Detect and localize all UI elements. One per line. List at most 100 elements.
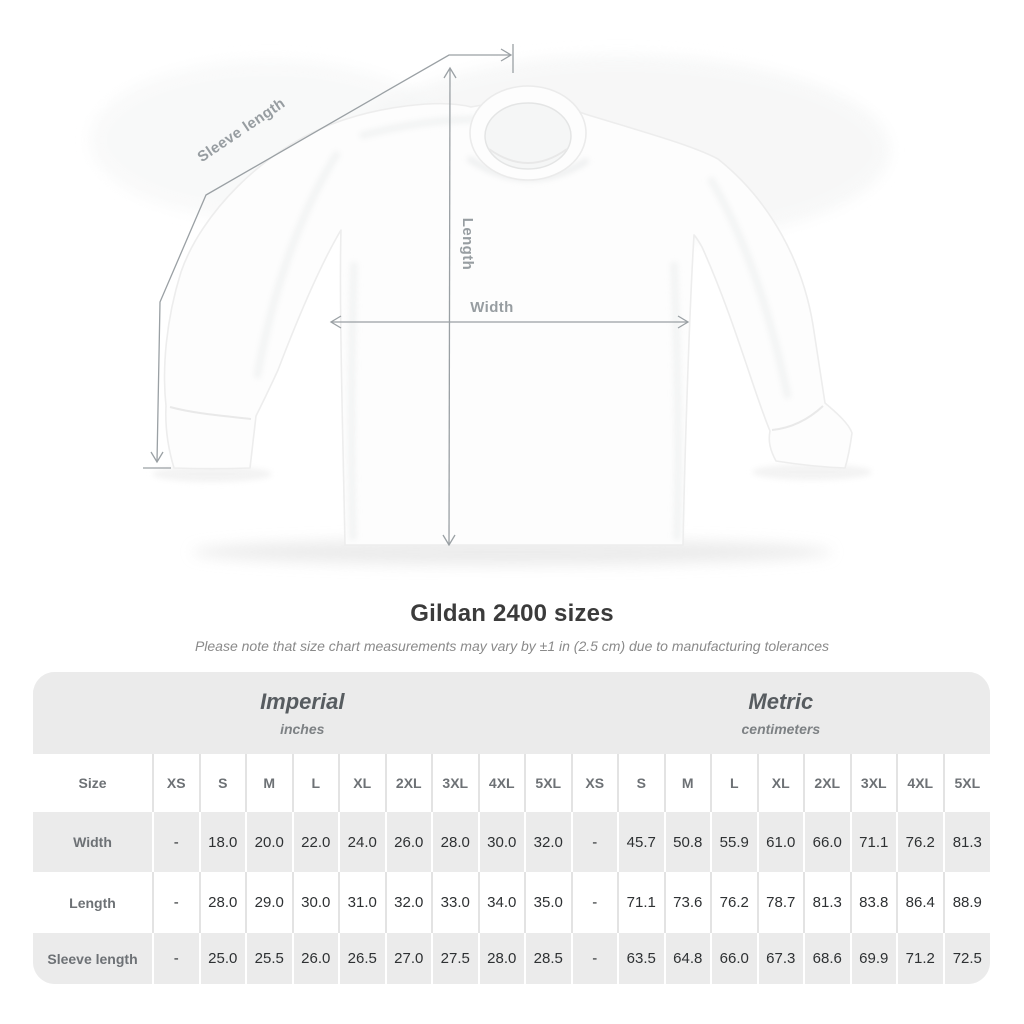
cuff-seams [169, 405, 824, 431]
size-cell: 4XL [477, 754, 525, 812]
size-cell: XS [152, 754, 200, 812]
value-cell: 27.5 [431, 933, 479, 984]
value-cell: 28.0 [198, 872, 246, 933]
value-cell: 32.0 [524, 812, 572, 872]
value-cell: 66.0 [710, 933, 758, 984]
length-arrow [442, 66, 457, 547]
width-arrow [329, 315, 690, 329]
size-cell: L [291, 754, 339, 812]
value-cell: 31.0 [338, 872, 386, 933]
table-row-width: Width - 18.0 20.0 22.0 24.0 26.0 28.0 30… [33, 812, 990, 872]
size-cell: 4XL [896, 754, 944, 812]
value-cell: - [152, 872, 200, 933]
metric-sublabel: centimeters [741, 721, 821, 737]
size-table: Imperial inches Metric centimeters Size … [33, 672, 990, 984]
value-cell: 34.0 [477, 872, 525, 933]
length-dimension-label: Length [459, 218, 476, 270]
value-cell: 24.0 [338, 812, 386, 872]
size-cell: 5XL [942, 754, 990, 812]
value-cell: 28.5 [524, 933, 572, 984]
size-cell: 2XL [803, 754, 851, 812]
title-block: Gildan 2400 sizes Please note that size … [0, 600, 1024, 654]
imperial-sublabel: inches [280, 721, 325, 737]
value-cell: 61.0 [756, 812, 804, 872]
value-cell: 29.0 [245, 872, 293, 933]
value-cell: 26.5 [338, 933, 386, 984]
row-label: Length [33, 872, 153, 933]
value-cell: 20.0 [245, 812, 293, 872]
size-cell: 2XL [384, 754, 432, 812]
shirt-diagram-svg: Width Length Sleeve length [90, 44, 890, 565]
value-cell: 83.8 [849, 872, 897, 933]
value-cell: 88.9 [942, 872, 990, 933]
value-cell: 68.6 [803, 933, 851, 984]
value-cell: 69.9 [849, 933, 897, 984]
value-cell: 78.7 [756, 872, 804, 933]
value-cell: 76.2 [896, 812, 944, 872]
table-row-length: Length - 28.0 29.0 30.0 31.0 32.0 33.0 3… [33, 872, 990, 933]
value-cell: - [152, 812, 200, 872]
page-subtitle: Please note that size chart measurements… [194, 638, 830, 654]
page-title: Gildan 2400 sizes [410, 600, 614, 627]
shirt-illustration [163, 85, 853, 546]
value-cell: 76.2 [710, 872, 758, 933]
size-header-row: Size XS S M L XL 2XL 3XL 4XL 5XL XS S M … [33, 754, 990, 812]
value-cell: 73.6 [663, 872, 711, 933]
size-cell: S [617, 754, 665, 812]
shirt-measurement-diagram: Width Length Sleeve length [90, 44, 890, 565]
size-cell: XL [338, 754, 386, 812]
imperial-label: Imperial [260, 689, 345, 714]
size-cell: M [245, 754, 293, 812]
size-cell: M [663, 754, 711, 812]
width-dimension-label: Width [470, 299, 514, 316]
value-cell: 18.0 [198, 812, 246, 872]
value-cell: 55.9 [710, 812, 758, 872]
value-cell: 26.0 [384, 812, 432, 872]
value-cell: 67.3 [756, 933, 804, 984]
value-cell: 30.0 [477, 812, 525, 872]
value-cell: 71.1 [617, 872, 665, 933]
value-cell: 72.5 [942, 933, 990, 984]
size-cell: 5XL [524, 754, 572, 812]
value-cell: 71.1 [849, 812, 897, 872]
value-cell: 50.8 [663, 812, 711, 872]
metric-header: Metric centimeters [571, 672, 990, 754]
value-cell: - [570, 933, 618, 984]
fabric-folds [253, 115, 792, 541]
size-cell: XS [570, 754, 618, 812]
value-cell: - [570, 872, 618, 933]
size-chart-table: Imperial inches Metric centimeters Size … [33, 672, 990, 984]
size-cell: 3XL [849, 754, 897, 812]
value-cell: 71.2 [896, 933, 944, 984]
size-cell: L [710, 754, 758, 812]
value-cell: 86.4 [896, 872, 944, 933]
sleeve-length-arrow [143, 44, 514, 469]
table-row-sleeve-length: Sleeve length - 25.0 25.5 26.0 26.5 27.0… [33, 933, 990, 984]
value-cell: 25.5 [245, 933, 293, 984]
value-cell: 63.5 [617, 933, 665, 984]
size-cell: XL [756, 754, 804, 812]
value-cell: - [152, 933, 200, 984]
dimension-lines [143, 44, 690, 547]
unit-system-header-row: Imperial inches Metric centimeters [33, 672, 990, 754]
value-cell: 45.7 [617, 812, 665, 872]
row-label: Sleeve length [33, 933, 153, 984]
value-cell: 32.0 [384, 872, 432, 933]
value-cell: 81.3 [942, 812, 990, 872]
size-header-cell: Size [33, 754, 153, 812]
row-label: Width [33, 812, 153, 872]
value-cell: 66.0 [803, 812, 851, 872]
value-cell: 30.0 [291, 872, 339, 933]
size-cell: S [198, 754, 246, 812]
value-cell: - [570, 812, 618, 872]
value-cell: 27.0 [384, 933, 432, 984]
value-cell: 25.0 [198, 933, 246, 984]
value-cell: 33.0 [431, 872, 479, 933]
value-cell: 22.0 [291, 812, 339, 872]
value-cell: 64.8 [663, 933, 711, 984]
value-cell: 26.0 [291, 933, 339, 984]
metric-label: Metric [748, 689, 814, 714]
size-cell: 3XL [431, 754, 479, 812]
shirt-collar [466, 85, 590, 182]
value-cell: 28.0 [477, 933, 525, 984]
